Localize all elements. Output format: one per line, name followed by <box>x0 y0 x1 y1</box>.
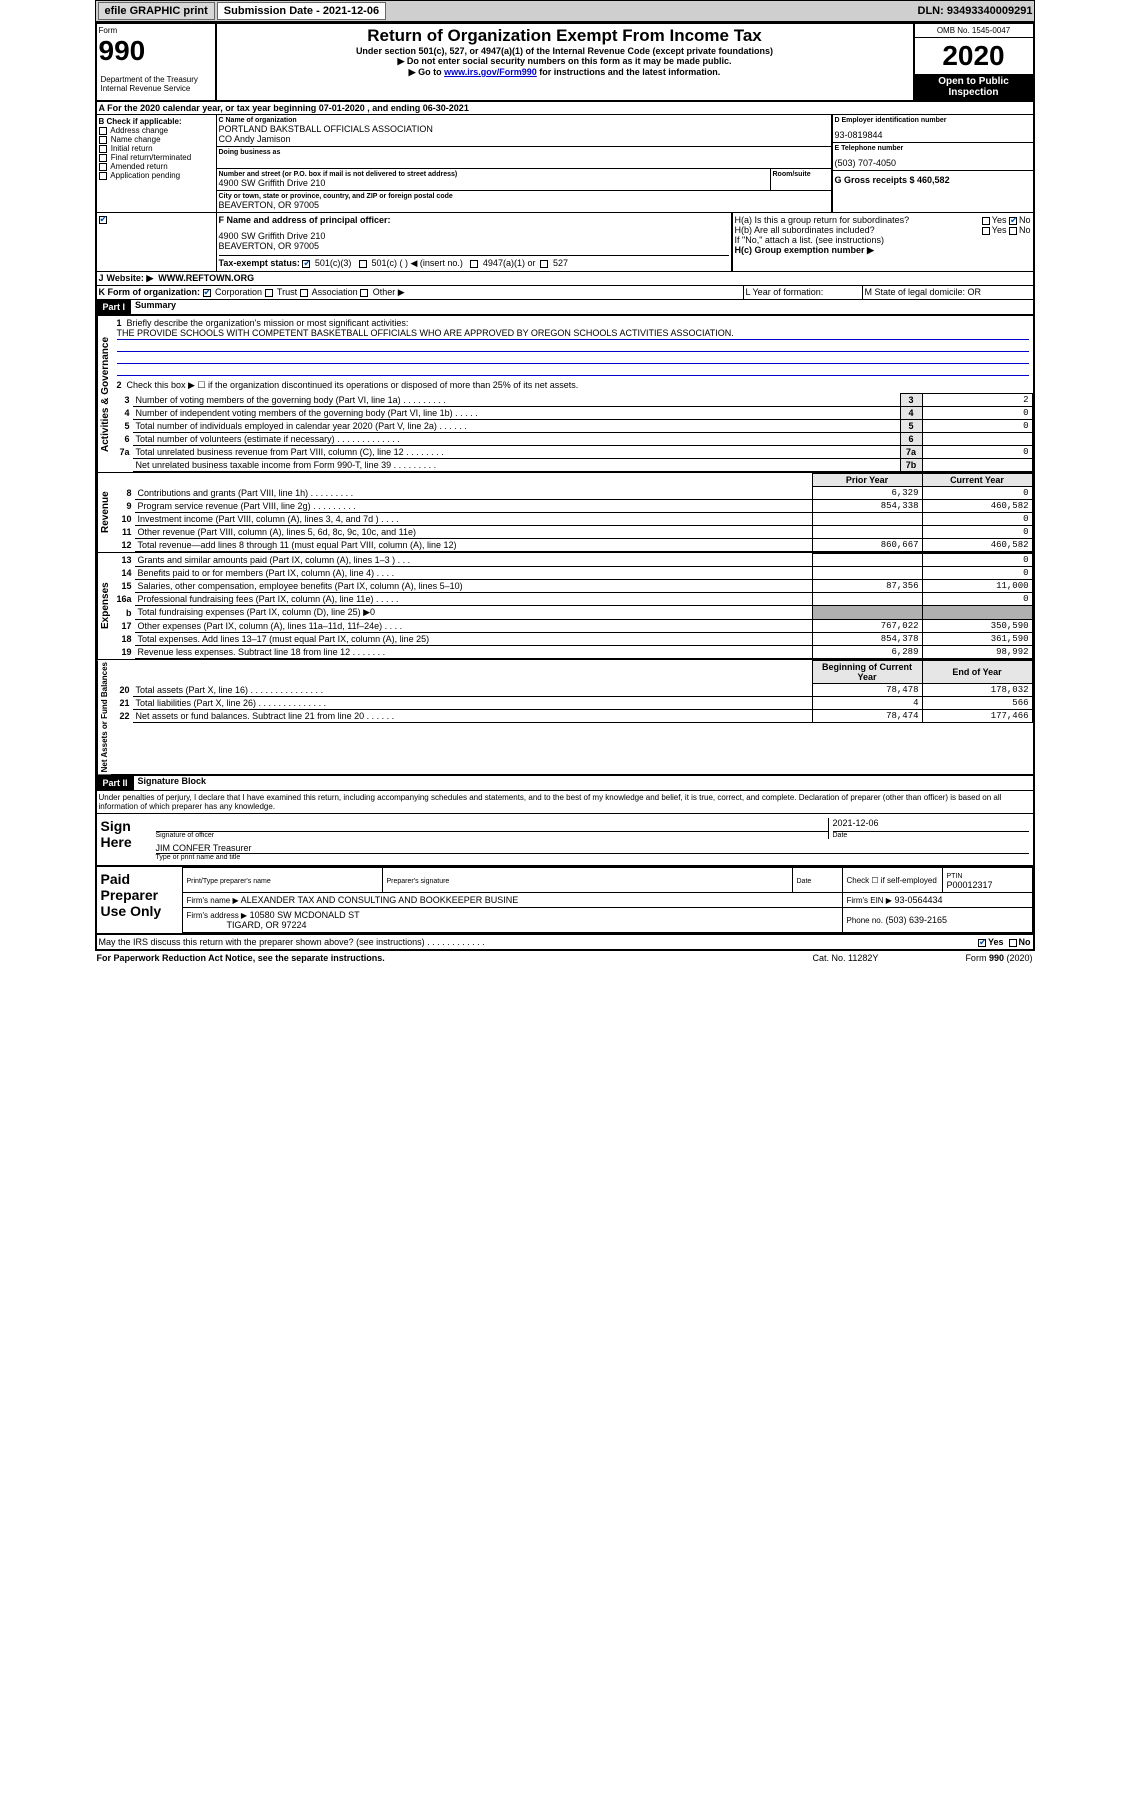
k-trust-check[interactable] <box>265 289 273 297</box>
instructions-link[interactable]: www.irs.gov/Form990 <box>444 67 537 77</box>
submission-date-button[interactable]: Submission Date - 2021-12-06 <box>217 2 386 20</box>
dept-treasury: Department of the TreasuryInternal Reven… <box>99 73 213 95</box>
noshare-note: ▶ Do not enter social security numbers o… <box>219 56 911 67</box>
firm-ein: 93-0564434 <box>894 895 942 905</box>
k-other-check[interactable] <box>360 289 368 297</box>
firm-addr: 10580 SW MCDONALD ST <box>250 910 360 920</box>
tax-year: 2020 <box>915 38 1033 74</box>
part2-title: Signature Block <box>134 776 207 790</box>
side-governance: Activities & Governance <box>97 316 113 472</box>
ptin: P00012317 <box>947 880 993 890</box>
hb-note: If "No," attach a list. (see instruction… <box>735 235 1031 245</box>
b-opt-check[interactable] <box>99 136 107 144</box>
section-c: C Name of organization PORTLAND BAKSTBAL… <box>217 115 833 212</box>
officer-addr2: BEAVERTON, OR 97005 <box>219 241 729 251</box>
part2-header: Part II <box>97 776 134 790</box>
org-address: 4900 SW Griffith Drive 210 <box>219 178 768 188</box>
discuss-no[interactable] <box>1009 939 1017 947</box>
governance-table: 3Number of voting members of the governi… <box>113 393 1033 472</box>
paperwork-notice: For Paperwork Reduction Act Notice, see … <box>97 953 813 963</box>
form-word: Form <box>99 26 213 35</box>
open-inspection: Open to Public Inspection <box>915 74 1033 100</box>
status-527-check[interactable] <box>540 260 548 268</box>
perjury-text: Under penalties of perjury, I declare th… <box>97 791 1033 814</box>
phone: (503) 707-4050 <box>835 152 1031 168</box>
form-subtitle: Under section 501(c), 527, or 4947(a)(1)… <box>219 46 911 56</box>
officer-addr1: 4900 SW Griffith Drive 210 <box>219 231 729 241</box>
501c3-checkbox[interactable] <box>99 216 107 224</box>
org-co: CO Andy Jamison <box>219 134 829 144</box>
b-opt-check[interactable] <box>99 172 107 180</box>
firm-name: ALEXANDER TAX AND CONSULTING AND BOOKKEE… <box>241 895 519 905</box>
sign-here-label: Sign Here <box>97 814 152 865</box>
paid-preparer-label: Paid Preparer Use Only <box>97 867 182 933</box>
expenses-table: 13Grants and similar amounts paid (Part … <box>113 553 1033 659</box>
line-a: A For the 2020 calendar year, or tax yea… <box>97 102 1033 115</box>
sig-date: 2021-12-06 <box>833 818 1029 832</box>
netassets-table: Beginning of Current YearEnd of Year 20T… <box>111 660 1033 723</box>
state-domicile: M State of legal domicile: OR <box>863 286 1033 299</box>
form-footer: Form 990 (2020) <box>933 953 1033 963</box>
omb-number: OMB No. 1545-0047 <box>915 24 1033 38</box>
dln-label: DLN: 93493340009291 <box>918 5 1033 17</box>
b-opt-check[interactable] <box>99 163 107 171</box>
section-deg: D Employer identification number 93-0819… <box>833 115 1033 212</box>
org-name: PORTLAND BAKSTBALL OFFICIALS ASSOCIATION <box>219 124 829 134</box>
officer-name: JIM CONFER Treasurer <box>156 843 1029 854</box>
k-corp-check[interactable] <box>203 289 211 297</box>
form-title: Return of Organization Exempt From Incom… <box>219 26 911 46</box>
b-opt-check[interactable] <box>99 127 107 135</box>
preparer-table: Print/Type preparer's name Preparer's si… <box>182 867 1033 933</box>
mission-text: THE PROVIDE SCHOOLS WITH COMPETENT BASKE… <box>117 328 1029 340</box>
form-container: Form 990 Department of the TreasuryInter… <box>95 22 1035 951</box>
website: WWW.REFTOWN.ORG <box>158 273 254 283</box>
revenue-table: Prior YearCurrent Year 8Contributions an… <box>113 473 1033 552</box>
part1-header: Part I <box>97 300 132 314</box>
ha-no[interactable] <box>1009 217 1017 225</box>
form-number: 990 <box>99 35 213 67</box>
top-toolbar: efile GRAPHIC print Submission Date - 20… <box>95 0 1035 22</box>
status-501c3-check[interactable] <box>302 260 310 268</box>
k-assoc-check[interactable] <box>300 289 308 297</box>
efile-button[interactable]: efile GRAPHIC print <box>98 2 215 20</box>
status-4947-check[interactable] <box>470 260 478 268</box>
ein: 93-0819844 <box>835 124 1031 140</box>
hb-no[interactable] <box>1009 227 1017 235</box>
gross-receipts: G Gross receipts $ 460,582 <box>835 175 950 185</box>
part1-title: Summary <box>131 300 176 314</box>
status-501c-check[interactable] <box>359 260 367 268</box>
cat-no: Cat. No. 11282Y <box>813 953 933 963</box>
side-expenses: Expenses <box>97 553 113 659</box>
b-opt-check[interactable] <box>99 145 107 153</box>
form-header: Form 990 Department of the TreasuryInter… <box>97 24 1033 102</box>
discuss-question: May the IRS discuss this return with the… <box>99 937 978 947</box>
discuss-yes[interactable] <box>978 939 986 947</box>
org-city: BEAVERTON, OR 97005 <box>219 200 829 210</box>
goto-note: ▶ Go to www.irs.gov/Form990 for instruct… <box>219 67 911 78</box>
ha-yes[interactable] <box>982 217 990 225</box>
hc-label: H(c) Group exemption number ▶ <box>735 245 1031 256</box>
side-netassets: Net Assets or Fund Balances <box>97 660 111 774</box>
b-opt-check[interactable] <box>99 154 107 162</box>
side-revenue: Revenue <box>97 473 113 552</box>
hb-yes[interactable] <box>982 227 990 235</box>
firm-phone: (503) 639-2165 <box>886 915 948 925</box>
year-formation: L Year of formation: <box>743 286 863 299</box>
section-b: B Check if applicable: Address change Na… <box>97 115 217 212</box>
